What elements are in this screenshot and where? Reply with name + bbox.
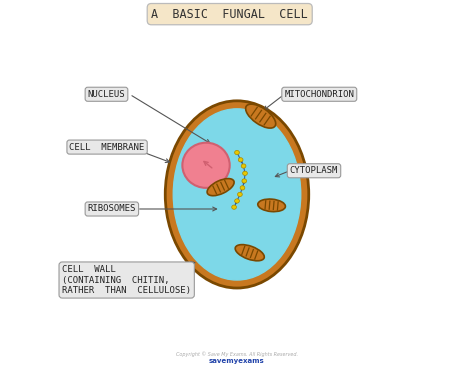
Text: CELL  MEMBRANE: CELL MEMBRANE (70, 142, 145, 152)
Ellipse shape (240, 186, 245, 190)
Ellipse shape (173, 109, 301, 280)
Text: A  BASIC  FUNGAL  CELL: A BASIC FUNGAL CELL (151, 8, 308, 21)
Ellipse shape (243, 171, 247, 175)
Ellipse shape (232, 205, 237, 209)
Ellipse shape (207, 179, 234, 196)
Text: NUCLEUS: NUCLEUS (88, 90, 125, 99)
Ellipse shape (238, 158, 243, 162)
Ellipse shape (235, 199, 239, 203)
Ellipse shape (242, 179, 246, 183)
Ellipse shape (182, 143, 230, 188)
Text: RIBOSOMES: RIBOSOMES (88, 204, 136, 214)
Text: MITOCHONDRION: MITOCHONDRION (284, 90, 354, 99)
Ellipse shape (246, 104, 276, 128)
Text: Copyright © Save My Exams. All Rights Reserved.: Copyright © Save My Exams. All Rights Re… (176, 351, 298, 356)
Text: CYTOPLASM: CYTOPLASM (290, 166, 338, 175)
Ellipse shape (235, 245, 264, 261)
Text: CELL  WALL
(CONTAINING  CHITIN,
RATHER  THAN  CELLULOSE): CELL WALL (CONTAINING CHITIN, RATHER THA… (62, 265, 191, 295)
Ellipse shape (237, 192, 242, 197)
Text: savemyexams: savemyexams (209, 358, 265, 364)
Ellipse shape (235, 150, 239, 155)
Ellipse shape (165, 101, 309, 288)
Ellipse shape (241, 164, 246, 168)
Ellipse shape (258, 199, 285, 212)
